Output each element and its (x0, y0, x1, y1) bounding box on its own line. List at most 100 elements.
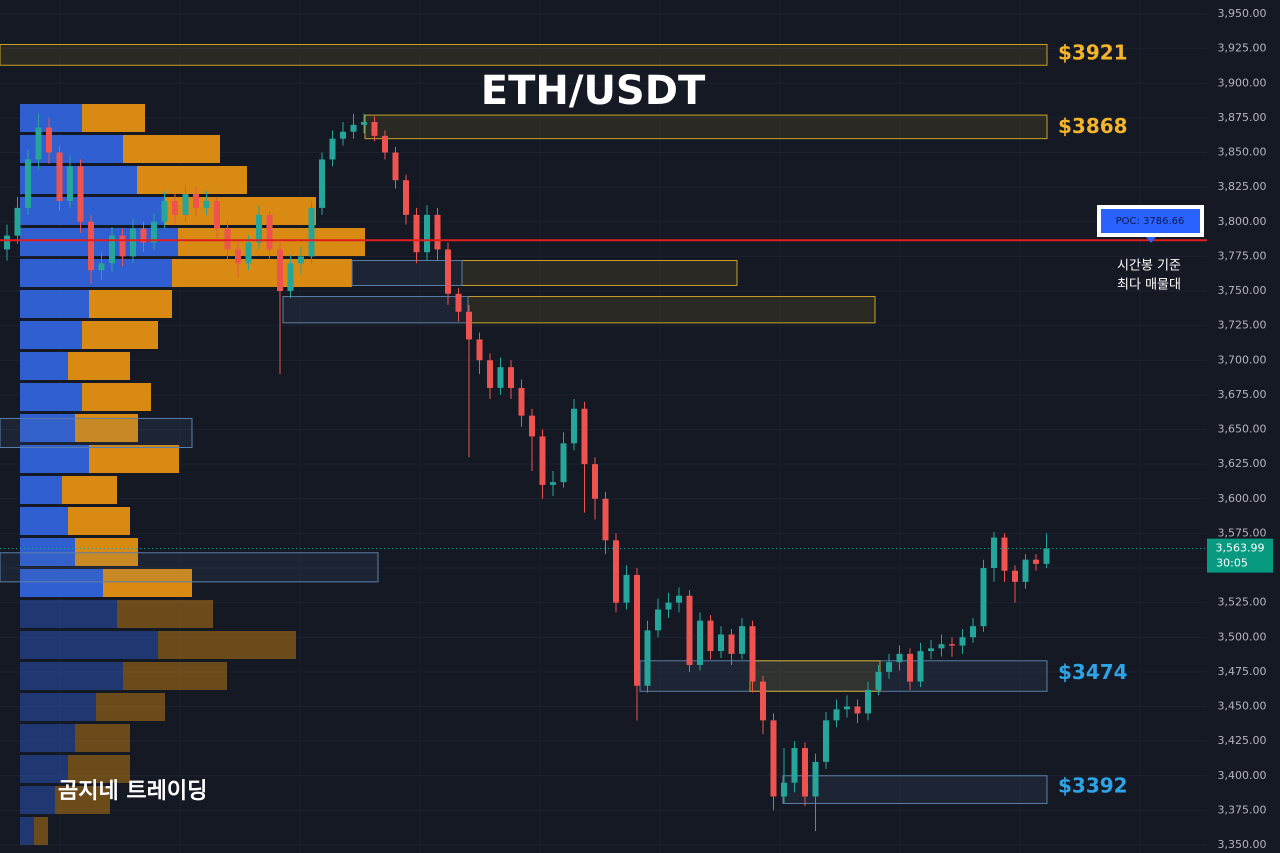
y-tick-label: 3,700.00 (1218, 353, 1267, 366)
candle-body (140, 228, 147, 243)
profile-sell (82, 383, 151, 411)
y-tick-label: 3,475.00 (1218, 665, 1267, 678)
candle-body (14, 207, 21, 236)
candle-body (224, 228, 231, 250)
candle-body (634, 574, 640, 686)
candle-body (686, 595, 693, 665)
candle-body (812, 761, 819, 797)
poc-box (1101, 209, 1200, 233)
candle-body (1022, 559, 1029, 582)
profile-sell (123, 135, 220, 163)
y-tick-label: 3,350.00 (1218, 838, 1267, 851)
candle-body (644, 630, 651, 686)
profile-sell (75, 724, 130, 752)
y-tick-label: 3,775.00 (1218, 249, 1267, 262)
candle-body (88, 221, 94, 271)
y-tick-label: 3,725.00 (1218, 319, 1267, 332)
price-zone (782, 775, 1048, 804)
profile-sell (82, 104, 145, 132)
candle-body (749, 626, 756, 682)
profile-sell (137, 166, 247, 194)
profile-sell (172, 259, 352, 287)
profile-sell (117, 600, 213, 628)
candle-body (392, 152, 399, 181)
profile-buy (20, 197, 165, 225)
candle-body (434, 214, 441, 250)
profile-buy (20, 631, 158, 659)
candle-body (917, 651, 924, 682)
candle-body (739, 626, 745, 654)
candle-body (676, 595, 682, 603)
last-price-tag (1207, 538, 1273, 573)
profile-buy (20, 755, 68, 783)
candle-body (665, 602, 672, 610)
price-zone (0, 552, 379, 583)
countdown: 30:05 (1216, 557, 1248, 570)
candle-body (560, 443, 567, 483)
candle-body (529, 415, 535, 437)
price-zone (461, 260, 738, 286)
profile-sell (55, 786, 110, 814)
profile-sell (165, 197, 316, 225)
candle-body (350, 124, 357, 132)
y-tick-label: 3,750.00 (1218, 284, 1267, 297)
price-zone (351, 260, 463, 286)
candle-body (823, 720, 829, 762)
y-tick-label: 3,500.00 (1218, 630, 1267, 643)
y-tick-label: 3,450.00 (1218, 700, 1267, 713)
candle-body (130, 228, 136, 257)
profile-buy (20, 693, 96, 721)
y-tick-label: 3,625.00 (1218, 457, 1267, 470)
poc-label: POC: 3786.66 (1116, 216, 1185, 227)
candle-body (403, 180, 409, 215)
candle-body (256, 214, 262, 243)
y-tick-label: 3,575.00 (1218, 526, 1267, 539)
candle-body (539, 436, 546, 485)
candle-body (959, 637, 966, 646)
candle-body (980, 568, 987, 627)
profile-sell (62, 476, 117, 504)
profile-buy (20, 383, 82, 411)
candle-body (98, 263, 105, 271)
candle-body (287, 263, 294, 291)
candle-body (1001, 537, 1008, 571)
profile-buy (20, 600, 117, 628)
price-zone (749, 660, 881, 692)
profile-sell (68, 755, 130, 783)
candle-body (46, 127, 52, 153)
profile-sell (123, 662, 227, 690)
candle-body (361, 122, 367, 125)
y-tick-label: 3,950.00 (1218, 7, 1267, 20)
price-zone (364, 114, 1048, 140)
candle-body (214, 200, 220, 229)
candle-body (991, 537, 997, 568)
profile-buy (20, 135, 123, 163)
profile-sell (82, 321, 158, 349)
candle-body (592, 464, 598, 499)
candle-body (298, 256, 304, 264)
candle-body (896, 653, 903, 663)
price-zone (282, 296, 469, 324)
y-tick-label: 3,650.00 (1218, 423, 1267, 436)
profile-buy (20, 259, 172, 287)
y-tick-label: 3,825.00 (1218, 180, 1267, 193)
candle-body (35, 127, 42, 160)
candle-body (833, 709, 840, 721)
candle-body (949, 644, 955, 646)
candle-body (25, 159, 31, 208)
profile-buy (20, 538, 75, 566)
candle-body (445, 249, 451, 294)
y-tick-label: 3,850.00 (1218, 146, 1267, 159)
poc-pointer (1146, 237, 1156, 243)
candle-body (329, 138, 336, 160)
candle-body (424, 214, 430, 253)
candle-body (791, 748, 798, 783)
poc-note: 시간봉 기준 (1117, 259, 1181, 274)
candle-body (245, 242, 252, 264)
candle-body (119, 235, 126, 257)
candle-body (1033, 559, 1039, 564)
y-tick-label: 3,925.00 (1218, 42, 1267, 55)
candle-body (938, 644, 945, 649)
candle-body (319, 159, 325, 208)
candle-body (109, 235, 115, 264)
